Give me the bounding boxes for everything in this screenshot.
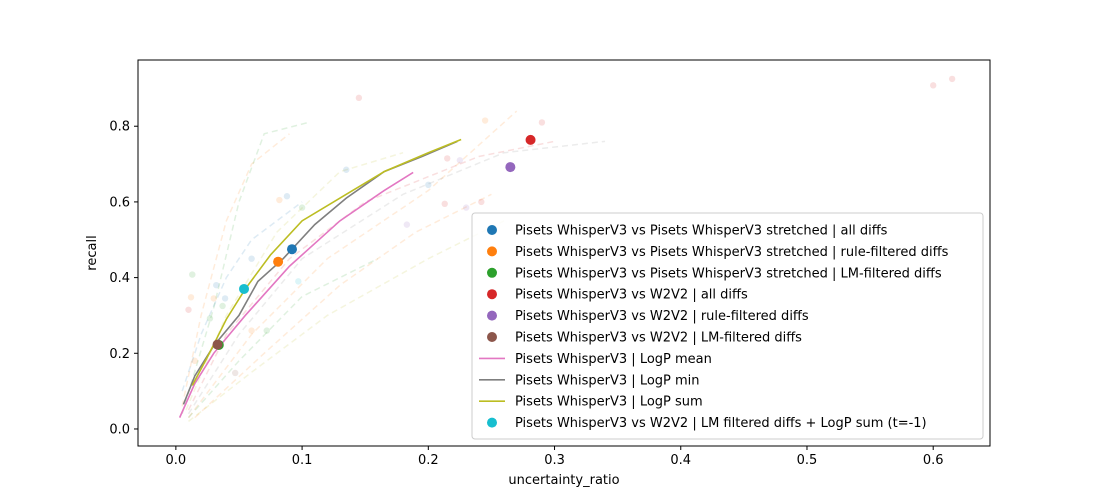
x-tick-label: 0.1 [292,453,313,468]
legend-label-pisets-whisperv3-vs-w2v2-lm-filtered-diffs-logp-sum-t-1: Pisets WhisperV3 vs W2V2 | LM filtered d… [515,416,927,431]
background-curve-3 [185,151,404,411]
legend-box [471,212,984,440]
background-point-18 [213,281,220,289]
background-curve-6 [187,258,379,419]
legend-label-pisets-whisperv3-vs-pisets-whisperv3-stretched-all-diffs: Pisets WhisperV3 vs Pisets WhisperV3 str… [515,224,888,239]
legend: Pisets WhisperV3 vs Pisets WhisperV3 str… [471,212,984,440]
background-point-23 [221,295,229,302]
legend-label-pisets-whisperv3-logp-min: Pisets WhisperV3 | LogP min [515,373,700,388]
series-point-pisets-whisperv3-vs-w2v2-rule-filtered-diffs [505,162,516,173]
legend-swatch-pisets-whisperv3-vs-w2v2-lm-filtered-diffs-logp-sum-t-1 [487,417,497,428]
x-axis: 0.0 0.1 0.2 0.3 0.4 0.5 0.6 [166,446,944,468]
background-point-22 [206,315,214,322]
background-curve-4 [187,140,606,415]
background-point-28 [295,278,302,285]
series-point-pisets-whisperv3-vs-w2v2-lm-filtered-diffs-logp-sum-t-1 [239,283,250,294]
x-tick-label: 0.4 [670,453,691,468]
background-point-21 [185,306,192,313]
background-point-5 [481,117,489,124]
legend-swatch-pisets-whisperv3-vs-w2v2-all-diffs [487,289,497,300]
background-point-15 [403,221,411,228]
x-tick-label: 0.0 [166,453,187,468]
background-curve-2 [181,133,290,407]
series-point-pisets-whisperv3-vs-w2v2-all-diffs [525,134,536,145]
series-point-pisets-whisperv3-vs-pisets-whisperv3-stretched-rule-filtered-diffs [273,256,284,267]
legend-label-pisets-whisperv3-logp-sum: Pisets WhisperV3 | LogP sum [515,395,703,410]
series-line-pisets-whisperv3-logp-sum [191,138,462,386]
y-axis-label: recall [85,235,100,270]
legend-label-pisets-whisperv3-vs-w2v2-all-diffs: Pisets WhisperV3 vs W2V2 | all diffs [515,288,748,303]
background-point-11 [283,193,291,200]
background-point-29 [248,327,255,334]
plot-frame [137,59,991,447]
legend-label-pisets-whisperv3-vs-w2v2-lm-filtered-diffs: Pisets WhisperV3 vs W2V2 | LM-filtered d… [515,331,802,346]
legend-swatch-pisets-whisperv3-vs-pisets-whisperv3-stretched-all-diffs [487,225,497,235]
background-point-1 [355,94,363,102]
background-point-16 [248,255,255,262]
legend-label-pisets-whisperv3-vs-pisets-whisperv3-stretched-lm-filtered-diffs: Pisets WhisperV3 vs Pisets WhisperV3 str… [515,266,942,281]
series-line-pisets-whisperv3-logp-mean [178,171,414,418]
background-point-10 [276,196,283,204]
background-point-19 [189,271,196,278]
background-point-9 [298,204,306,211]
series-layer [178,134,536,418]
series-point-pisets-whisperv3-vs-w2v2-lm-filtered-diffs [212,339,223,350]
y-tick-label: 0.8 [109,120,130,135]
x-axis-label: uncertainty_ratio [508,473,619,488]
y-tick-label: 0.0 [109,422,130,437]
background-curve-10 [188,220,505,422]
background-curve-5 [187,110,518,419]
background-point-27 [191,357,198,365]
background-point-6 [343,166,350,173]
y-axis: 0.0 0.2 0.4 0.6 0.8 [109,120,138,437]
legend-swatch-pisets-whisperv3-vs-pisets-whisperv3-stretched-rule-filtered-diffs [487,246,497,257]
legend-label-pisets-whisperv3-vs-pisets-whisperv3-stretched-rule-filtered-diffs: Pisets WhisperV3 vs Pisets WhisperV3 str… [515,245,949,260]
y-tick-label: 0.4 [109,271,130,286]
background-point-30 [425,181,432,189]
series-point-pisets-whisperv3-vs-pisets-whisperv3-stretched-all-diffs [286,244,297,255]
background-point-25 [263,327,270,334]
x-tick-label: 0.6 [923,453,944,468]
background-curve-8 [181,201,303,392]
background-runs [181,75,956,422]
y-tick-label: 0.6 [109,195,130,210]
legend-swatch-pisets-whisperv3-vs-pisets-whisperv3-stretched-lm-filtered-diffs [487,267,497,278]
background-point-14 [462,204,470,211]
background-point-3 [948,75,956,83]
background-point-12 [441,200,448,208]
background-point-7 [456,157,464,164]
x-tick-label: 0.5 [797,453,818,468]
legend-label-pisets-whisperv3-vs-w2v2-rule-filtered-diffs: Pisets WhisperV3 vs W2V2 | rule-filtered… [515,309,809,324]
legend-swatch-pisets-whisperv3-vs-w2v2-lm-filtered-diffs [487,332,497,342]
background-point-17 [210,295,217,302]
x-tick-label: 0.3 [544,453,565,468]
background-point-20 [187,294,195,301]
background-point-24 [219,302,226,310]
background-curve-1 [181,121,309,415]
background-point-13 [478,198,485,206]
legend-swatch-pisets-whisperv3-vs-w2v2-rule-filtered-diffs [487,310,497,321]
y-tick-label: 0.2 [109,347,130,362]
background-point-8 [444,155,451,162]
background-point-26 [231,369,239,377]
background-point-4 [538,119,546,126]
background-point-2 [930,82,937,89]
x-tick-label: 0.2 [418,453,439,468]
legend-label-pisets-whisperv3-logp-mean: Pisets WhisperV3 | LogP mean [515,352,712,367]
background-curve-7 [194,193,492,419]
